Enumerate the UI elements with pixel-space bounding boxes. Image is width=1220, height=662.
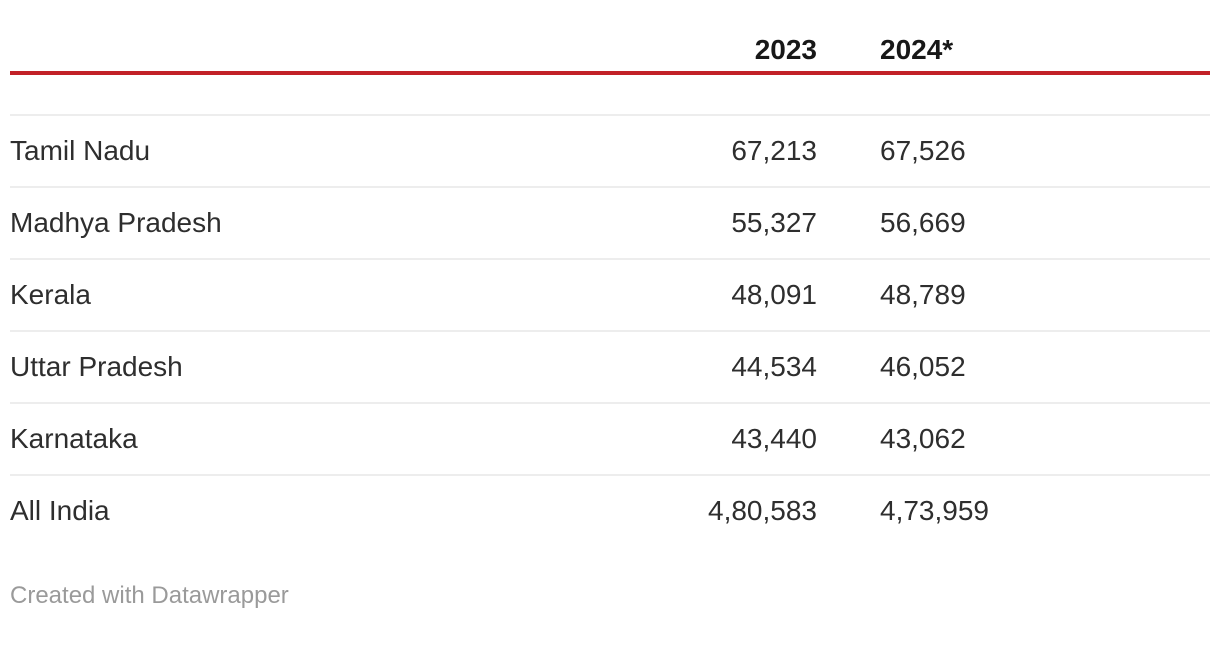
cell-2023: 43,440 — [731, 423, 817, 454]
cell-2024: 43,062 — [880, 423, 966, 454]
cell-2023: 4,80,583 — [708, 495, 817, 526]
table-row-all-india: All India 4,80,583 4,73,959 — [10, 474, 1210, 546]
row-label: Uttar Pradesh — [10, 351, 183, 382]
column-header-2023: 2023 — [754, 33, 817, 65]
cell-2024: 4,73,959 — [880, 495, 989, 526]
row-label: Madhya Pradesh — [10, 207, 222, 238]
cell-2024: 67,526 — [880, 135, 966, 166]
table-row-uttar-pradesh: Uttar Pradesh 44,534 46,052 — [10, 330, 1210, 402]
row-label: Karnataka — [10, 423, 138, 454]
header-gap — [10, 75, 1210, 114]
cell-2024: 48,789 — [880, 279, 966, 310]
cell-2024: 56,669 — [880, 207, 966, 238]
table-header-row: 2023 2024* — [10, 0, 1210, 71]
column-header-2024: 2024* — [880, 33, 954, 65]
datawrapper-credit[interactable]: Created with Datawrapper — [10, 582, 289, 609]
cell-2023: 44,534 — [731, 351, 817, 382]
cell-2023: 55,327 — [731, 207, 817, 238]
row-label: All India — [10, 495, 110, 526]
table-row-tamil-nadu: Tamil Nadu 67,213 67,526 — [10, 114, 1210, 186]
table-row-kerala: Kerala 48,091 48,789 — [10, 258, 1210, 330]
table-row-madhya-pradesh: Madhya Pradesh 55,327 56,669 — [10, 186, 1210, 258]
accent-rule — [10, 71, 1210, 75]
table-row-karnataka: Karnataka 43,440 43,062 — [10, 402, 1210, 474]
cell-2023: 67,213 — [731, 135, 817, 166]
row-label: Kerala — [10, 279, 91, 310]
row-label: Tamil Nadu — [10, 135, 151, 166]
cell-2024: 46,052 — [880, 351, 966, 382]
cell-2023: 48,091 — [731, 279, 817, 310]
